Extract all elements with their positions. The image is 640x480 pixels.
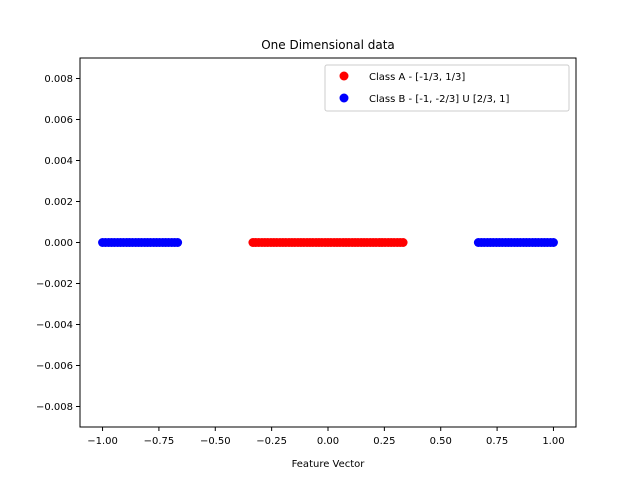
series-class-a — [248, 238, 408, 247]
y-tick-label: −0.008 — [36, 402, 73, 413]
y-tick-label: −0.002 — [36, 279, 73, 290]
y-tick-label: 0.008 — [44, 74, 73, 85]
x-tick-label: −1.00 — [87, 436, 118, 447]
data-point — [398, 238, 408, 247]
x-axis-label: Feature Vector — [292, 459, 366, 470]
legend-label-class-a: Class A - [-1/3, 1/3] — [369, 72, 465, 83]
legend-marker-class-a — [339, 71, 349, 81]
x-tick-label: 1.00 — [542, 436, 564, 447]
chart-title: One Dimensional data — [261, 38, 395, 52]
y-tick-label: −0.004 — [36, 320, 73, 331]
y-tick-label: 0.004 — [44, 156, 73, 167]
y-tick-label: 0.006 — [44, 115, 73, 126]
y-axis: −0.008 −0.006 −0.004 −0.002 0.000 0.002 0.004 0… — [36, 74, 80, 413]
x-tick-label: 0.25 — [373, 436, 395, 447]
data-point — [548, 238, 558, 247]
x-axis: −1.00 −0.75 −0.50 −0.25 0.00 0.25 0.50 0.75 1.00 — [87, 427, 565, 447]
legend: Class A - [-1/3, 1/3] Class B - [-1, -2/… — [324, 64, 570, 112]
points-layer — [98, 238, 558, 247]
x-tick-label: 0.50 — [430, 436, 452, 447]
y-tick-label: 0.000 — [44, 238, 73, 249]
x-tick-label: 0.75 — [486, 436, 508, 447]
series-class-b — [98, 238, 558, 247]
y-tick-label: −0.006 — [36, 361, 73, 372]
x-tick-label: −0.25 — [256, 436, 287, 447]
legend-label-class-b: Class B - [-1, -2/3] U [2/3, 1] — [369, 94, 510, 105]
legend-marker-class-b — [339, 93, 349, 103]
x-tick-label: −0.75 — [144, 436, 175, 447]
data-point — [173, 238, 183, 247]
x-tick-label: −0.50 — [200, 436, 231, 447]
x-tick-label: 0.00 — [317, 436, 339, 447]
y-tick-label: 0.002 — [44, 197, 73, 208]
legend-box — [324, 64, 570, 112]
